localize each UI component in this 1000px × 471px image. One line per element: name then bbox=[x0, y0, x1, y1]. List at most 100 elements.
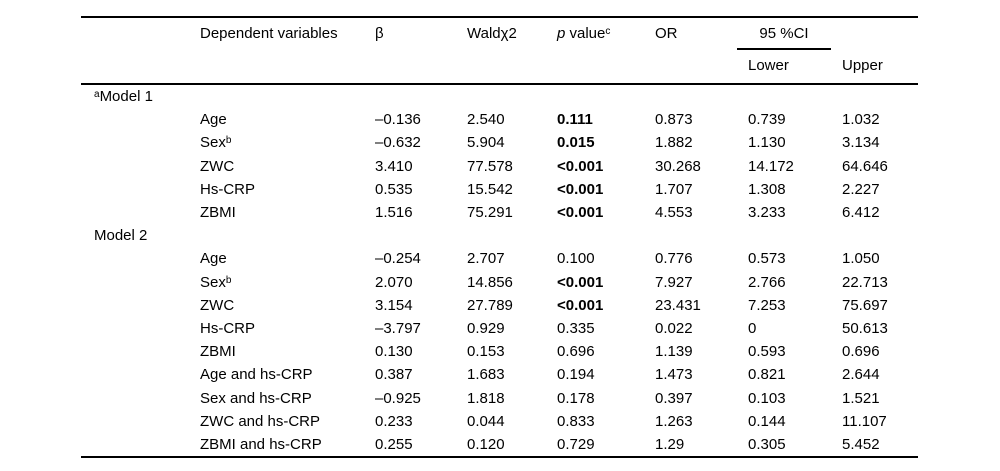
p-value-cell: 0.335 bbox=[557, 319, 595, 337]
data-row: ZWC 3.410 77.578 <0.001 30.268 14.172 64.646 bbox=[81, 155, 918, 178]
header-lower: Lower bbox=[748, 57, 789, 74]
wald-cell: 14.856 bbox=[467, 273, 513, 291]
model-column-spacer bbox=[81, 294, 200, 317]
data-row: Age and hs-CRP 0.387 1.683 0.194 1.473 0.821 2… bbox=[81, 363, 918, 386]
ci-lower-cell: 0.821 bbox=[748, 366, 786, 384]
variable-cell: Age bbox=[200, 111, 227, 129]
or-cell: 4.553 bbox=[655, 204, 693, 222]
ci-lower-cell: 0.103 bbox=[748, 389, 786, 407]
model-column-spacer bbox=[81, 131, 200, 154]
header-beta: β bbox=[375, 25, 384, 42]
p-value-cell: <0.001 bbox=[557, 204, 604, 222]
header-or: OR bbox=[655, 25, 678, 42]
p-value-cell: 0.729 bbox=[557, 435, 595, 453]
or-cell: 23.431 bbox=[655, 296, 701, 314]
ci-lower-cell: 0 bbox=[748, 319, 757, 337]
or-cell: 0.776 bbox=[655, 250, 693, 268]
p-value-cell: 0.696 bbox=[557, 343, 595, 361]
p-value-italic-p: p bbox=[557, 25, 566, 42]
p-value-cell: <0.001 bbox=[557, 157, 604, 175]
header-dependent-variables: Dependent variables bbox=[200, 25, 338, 42]
or-cell: 1.263 bbox=[655, 412, 693, 430]
model-column-spacer bbox=[81, 340, 200, 363]
model-column-spacer bbox=[81, 247, 200, 270]
header-p-value: p valuec bbox=[557, 17, 655, 84]
data-row: Sexb –0.632 5.904 0.015 1.882 1.130 3.134 bbox=[81, 131, 918, 154]
p-value-cell: 0.194 bbox=[557, 366, 595, 384]
beta-cell: 1.516 bbox=[375, 204, 413, 222]
ci-upper-cell: 64.646 bbox=[842, 157, 888, 175]
ci-lower-cell: 14.172 bbox=[748, 157, 794, 175]
wald-cell: 1.818 bbox=[467, 389, 505, 407]
table-header: Dependent variables β Waldχ2 p valuec OR… bbox=[81, 17, 918, 84]
data-row: Hs-CRP 0.535 15.542 <0.001 1.707 1.308 2.227 bbox=[81, 178, 918, 201]
ci-upper-cell: 5.452 bbox=[842, 435, 880, 453]
p-value-cell: 0.178 bbox=[557, 389, 595, 407]
variable-footnote-mark: b bbox=[225, 135, 232, 147]
ci-upper-cell: 50.613 bbox=[842, 319, 888, 337]
beta-cell: 0.255 bbox=[375, 435, 413, 453]
wald-cell: 2.707 bbox=[467, 250, 505, 268]
ci-upper-cell: 1.032 bbox=[842, 111, 880, 129]
wald-cell: 2.540 bbox=[467, 111, 505, 129]
beta-cell: 0.233 bbox=[375, 412, 413, 430]
ci-upper-cell: 0.696 bbox=[842, 343, 880, 361]
beta-cell: –0.136 bbox=[375, 111, 421, 129]
or-cell: 0.873 bbox=[655, 111, 693, 129]
or-cell: 1.882 bbox=[655, 134, 693, 152]
model-column-spacer bbox=[81, 155, 200, 178]
data-row: ZWC and hs-CRP 0.233 0.044 0.833 1.263 0.144 1… bbox=[81, 410, 918, 433]
header-upper: Upper bbox=[842, 57, 883, 74]
ci-lower-cell: 7.253 bbox=[748, 296, 786, 314]
variable-cell: Sexb bbox=[200, 134, 232, 152]
ci-lower-cell: 0.593 bbox=[748, 343, 786, 361]
header-row-main: Dependent variables β Waldχ2 p valuec OR… bbox=[81, 17, 918, 50]
header-row-sub: Lower Upper bbox=[81, 50, 918, 84]
wald-cell: 0.153 bbox=[467, 343, 505, 361]
data-row: Sexb 2.070 14.856 <0.001 7.927 2.766 22.713 bbox=[81, 271, 918, 294]
variable-footnote-mark: b bbox=[225, 274, 232, 286]
model-column-spacer bbox=[81, 410, 200, 433]
ci-lower-cell: 3.233 bbox=[748, 204, 786, 222]
or-cell: 0.397 bbox=[655, 389, 693, 407]
wald-cell: 77.578 bbox=[467, 157, 513, 175]
or-cell: 1.139 bbox=[655, 343, 693, 361]
or-cell: 1.707 bbox=[655, 180, 693, 198]
data-row: Age –0.254 2.707 0.100 0.776 0.573 1.050 bbox=[81, 247, 918, 270]
header-wald-chi2: Waldχ2 bbox=[467, 25, 517, 42]
p-value-cell: 0.833 bbox=[557, 412, 595, 430]
p-value-cell: <0.001 bbox=[557, 296, 604, 314]
variable-cell: Age and hs-CRP bbox=[200, 366, 313, 384]
wald-cell: 75.291 bbox=[467, 204, 513, 222]
section-label: aModel 1 bbox=[94, 88, 153, 106]
variable-cell: Sexb bbox=[200, 273, 232, 291]
p-value-cell: 0.100 bbox=[557, 250, 595, 268]
variable-cell: Age bbox=[200, 250, 227, 268]
wald-cell: 27.789 bbox=[467, 296, 513, 314]
p-value-rest: value bbox=[565, 25, 606, 42]
or-cell: 7.927 bbox=[655, 273, 693, 291]
ci-upper-cell: 2.644 bbox=[842, 366, 880, 384]
model-column-spacer bbox=[81, 386, 200, 409]
model-column-spacer bbox=[81, 363, 200, 386]
p-value-cell: 0.111 bbox=[557, 111, 593, 129]
or-cell: 30.268 bbox=[655, 157, 701, 175]
section-header-row: Model 2 bbox=[81, 224, 918, 247]
beta-cell: –0.925 bbox=[375, 389, 421, 407]
variable-cell: ZBMI and hs-CRP bbox=[200, 435, 322, 453]
ci-underlined-label: 95 %CI bbox=[737, 25, 831, 50]
ci-lower-cell: 1.130 bbox=[748, 134, 786, 152]
beta-cell: 0.535 bbox=[375, 180, 413, 198]
p-value-cell: <0.001 bbox=[557, 180, 604, 198]
ci-upper-cell: 3.134 bbox=[842, 134, 880, 152]
data-row: ZBMI 1.516 75.291 <0.001 4.553 3.233 6.412 bbox=[81, 201, 918, 224]
data-row: Hs-CRP –3.797 0.929 0.335 0.022 0 50.613 bbox=[81, 317, 918, 340]
variable-cell: ZBMI bbox=[200, 343, 236, 361]
wald-cell: 0.120 bbox=[467, 435, 505, 453]
section-footnote-mark: a bbox=[94, 89, 100, 101]
variable-cell: ZWC and hs-CRP bbox=[200, 412, 321, 430]
model-column-spacer bbox=[81, 271, 200, 294]
variable-cell: ZWC bbox=[200, 157, 235, 175]
beta-cell: 3.410 bbox=[375, 157, 413, 175]
